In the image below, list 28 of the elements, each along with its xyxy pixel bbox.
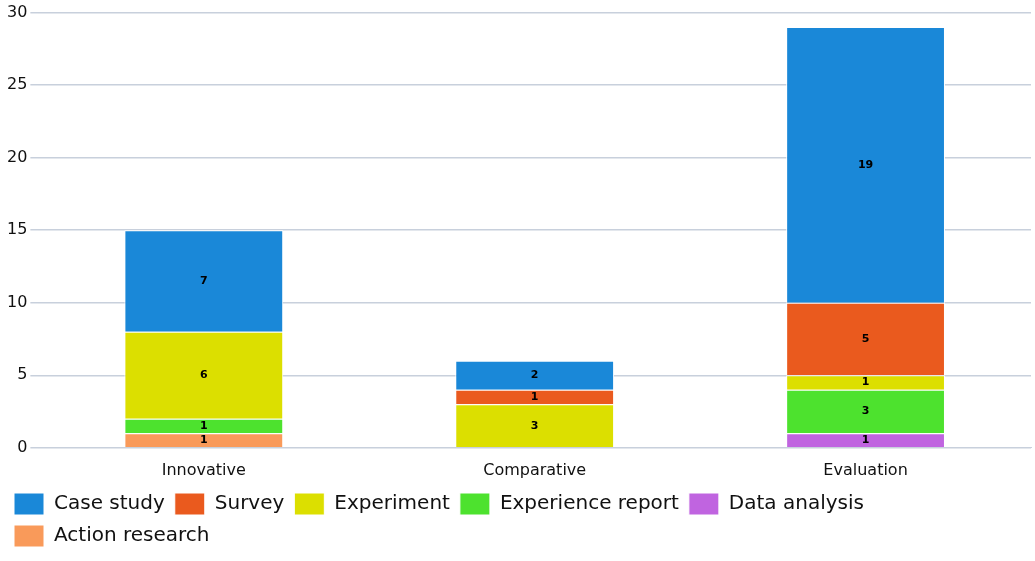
data-label: 7	[199, 273, 208, 287]
legend-label: Action research	[54, 522, 210, 547]
legend-label: Experiment	[334, 490, 451, 515]
data-label: 1	[861, 375, 870, 389]
legend-label: Data analysis	[728, 490, 864, 515]
legend-label: Case study	[54, 490, 165, 515]
y-tick-label: 15	[7, 219, 28, 239]
data-label: 1	[861, 433, 870, 447]
y-tick-label: 25	[7, 74, 28, 94]
data-label: 19	[857, 157, 874, 171]
data-label: 5	[861, 331, 870, 345]
x-tick-label: Comparative	[483, 459, 587, 479]
data-label: 1	[199, 433, 208, 447]
y-tick-label: 10	[7, 291, 28, 311]
data-label: 6	[199, 368, 208, 382]
legend-label: Survey	[214, 490, 285, 515]
y-tick-label: 0	[17, 436, 28, 456]
data-label: 1	[530, 389, 539, 403]
data-label: 3	[861, 404, 870, 418]
data-label: 2	[530, 368, 539, 382]
x-tick-label: Evaluation	[823, 459, 908, 479]
legend-label: Experience report	[499, 490, 680, 515]
data-label: 1	[199, 418, 208, 432]
data-label: 3	[530, 418, 539, 432]
y-tick-label: 5	[17, 364, 28, 384]
y-tick-label: 20	[7, 146, 28, 166]
y-tick-label: 30	[7, 1, 28, 21]
x-tick-label: Innovative	[161, 459, 246, 479]
